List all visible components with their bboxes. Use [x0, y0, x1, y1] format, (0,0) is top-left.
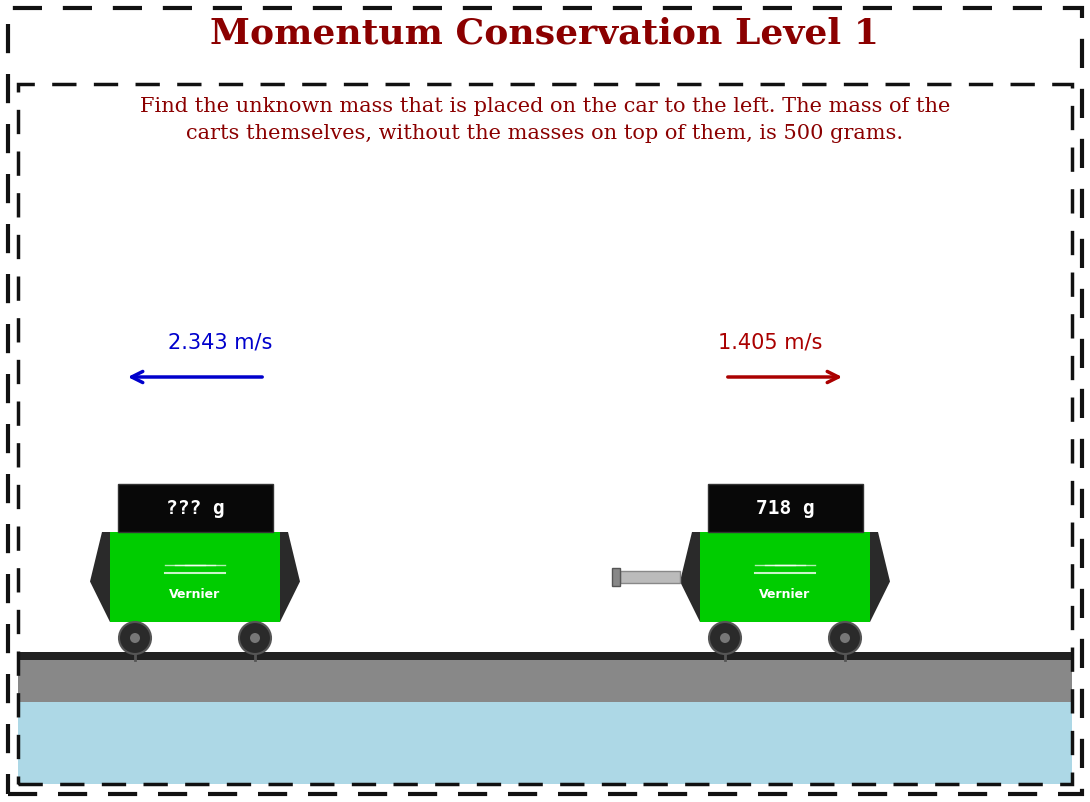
Circle shape	[720, 633, 730, 643]
Polygon shape	[680, 532, 700, 622]
Polygon shape	[870, 532, 891, 622]
Polygon shape	[280, 532, 300, 622]
Text: Find the unknown mass that is placed on the car to the left. The mass of the
car: Find the unknown mass that is placed on …	[140, 97, 950, 143]
Circle shape	[130, 633, 140, 643]
Circle shape	[840, 633, 850, 643]
Text: Vernier: Vernier	[760, 589, 811, 602]
Text: Vernier: Vernier	[169, 589, 220, 602]
Bar	[19, 652, 1071, 660]
Circle shape	[239, 622, 271, 654]
Circle shape	[708, 622, 741, 654]
Bar	[620, 571, 680, 583]
Circle shape	[829, 622, 861, 654]
Circle shape	[119, 622, 152, 654]
Text: 2.343 m/s: 2.343 m/s	[168, 332, 272, 352]
Bar	[611, 568, 620, 586]
Bar	[700, 532, 870, 622]
Polygon shape	[90, 532, 110, 622]
Text: 1.405 m/s: 1.405 m/s	[718, 332, 822, 352]
Bar	[19, 84, 1071, 784]
Bar	[118, 484, 272, 532]
Bar	[19, 654, 1071, 702]
Bar	[110, 532, 280, 622]
Circle shape	[250, 633, 261, 643]
Bar	[707, 484, 862, 532]
Text: ??? g: ??? g	[166, 499, 225, 517]
Text: Momentum Conservation Level 1: Momentum Conservation Level 1	[210, 16, 880, 50]
Bar	[19, 702, 1071, 784]
Text: 718 g: 718 g	[755, 499, 814, 517]
